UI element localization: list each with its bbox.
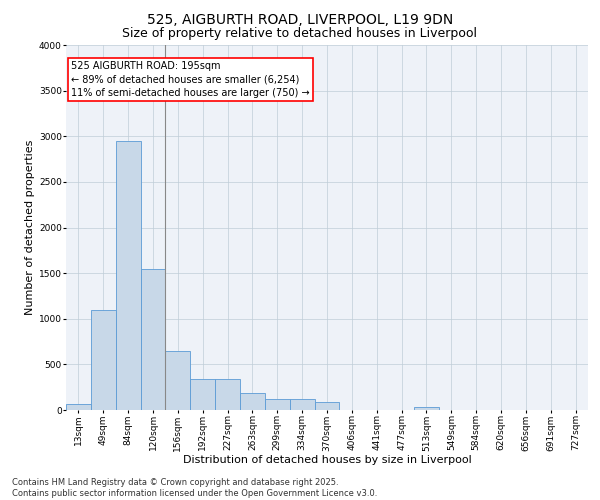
Bar <box>116 141 140 410</box>
X-axis label: Distribution of detached houses by size in Liverpool: Distribution of detached houses by size … <box>182 454 472 464</box>
Text: 525, AIGBURTH ROAD, LIVERPOOL, L19 9DN: 525, AIGBURTH ROAD, LIVERPOOL, L19 9DN <box>147 12 453 26</box>
Bar <box>190 379 215 410</box>
Bar <box>314 402 340 410</box>
Text: 525 AIGBURTH ROAD: 195sqm
← 89% of detached houses are smaller (6,254)
11% of se: 525 AIGBURTH ROAD: 195sqm ← 89% of detac… <box>71 62 310 98</box>
Bar <box>166 350 190 410</box>
Bar <box>140 268 166 410</box>
Bar <box>414 408 439 410</box>
Bar <box>240 392 265 410</box>
Text: Contains HM Land Registry data © Crown copyright and database right 2025.
Contai: Contains HM Land Registry data © Crown c… <box>12 478 377 498</box>
Bar <box>265 399 290 410</box>
Bar <box>91 310 116 410</box>
Bar <box>290 399 314 410</box>
Bar <box>66 404 91 410</box>
Y-axis label: Number of detached properties: Number of detached properties <box>25 140 35 315</box>
Text: Size of property relative to detached houses in Liverpool: Size of property relative to detached ho… <box>122 28 478 40</box>
Bar <box>215 379 240 410</box>
